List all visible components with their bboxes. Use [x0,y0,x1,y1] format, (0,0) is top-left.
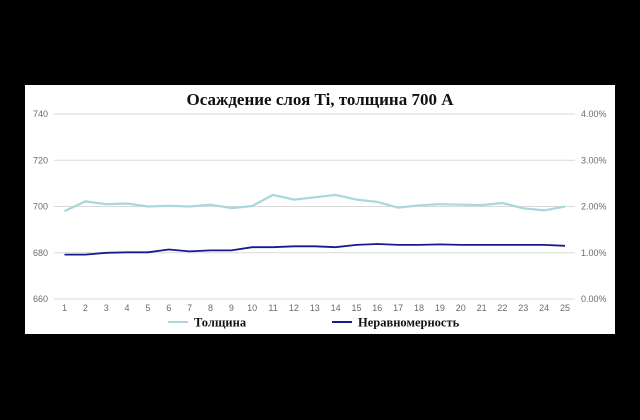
chart-title: Осаждение слоя Ti, толщина 700 А [186,90,454,109]
y-axis-tick-left: 680 [33,248,48,258]
x-axis-tick: 14 [331,303,341,313]
y-axis-tick-left: 740 [33,109,48,119]
x-axis-tick: 7 [187,303,192,313]
y-axis-tick-right: 1.00% [581,248,607,258]
x-axis-tick: 12 [289,303,299,313]
x-axis-tick: 9 [229,303,234,313]
y-axis-tick-left: 660 [33,294,48,304]
x-axis-tick: 24 [539,303,549,313]
x-axis-tick: 17 [393,303,403,313]
y-axis-tick-right: 2.00% [581,202,607,212]
x-axis-tick: 18 [414,303,424,313]
legend-label: Толщина [194,316,247,330]
x-axis-tick: 16 [372,303,382,313]
y-axis-tick-left: 700 [33,202,48,212]
chart-panel [25,85,615,334]
y-axis-tick-left: 720 [33,155,48,165]
x-axis-tick: 8 [208,303,213,313]
x-axis-tick: 15 [351,303,361,313]
x-axis-tick: 23 [518,303,528,313]
x-axis-tick: 25 [560,303,570,313]
x-axis-tick: 11 [268,303,277,313]
x-axis-tick: 22 [497,303,507,313]
x-axis-tick: 21 [477,303,487,313]
legend-label: Неравномерность [358,316,460,330]
x-axis-tick: 1 [62,303,67,313]
y-axis-tick-right: 4.00% [581,109,607,119]
series-line-nonuniformity [64,243,566,256]
x-axis-tick: 10 [247,303,257,313]
x-axis-tick: 13 [310,303,320,313]
x-axis-tick: 6 [166,303,171,313]
y-axis-tick-right: 3.00% [581,155,607,165]
x-axis-tick: 20 [456,303,466,313]
series-line-thickness [64,193,566,213]
x-axis-tick: 5 [145,303,150,313]
y-axis-tick-right: 0.00% [581,294,607,304]
x-axis-tick: 3 [104,303,109,313]
x-axis-tick: 4 [125,303,130,313]
x-axis-tick: 19 [435,303,445,313]
x-axis-tick: 2 [83,303,88,313]
